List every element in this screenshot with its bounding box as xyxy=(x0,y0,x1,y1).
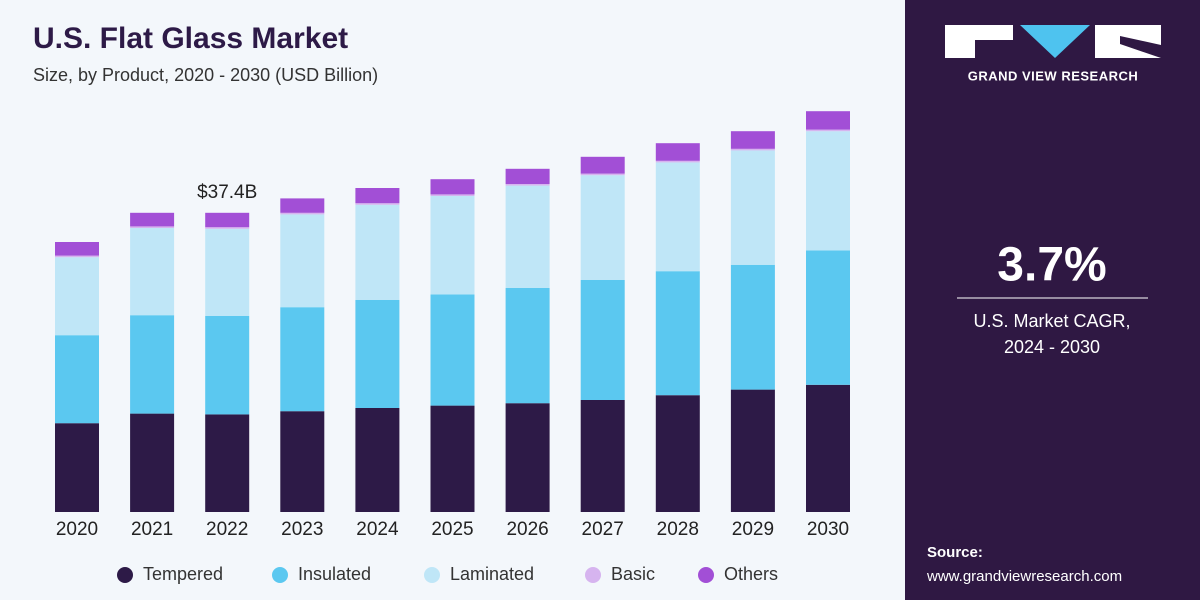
bar-segment xyxy=(580,400,625,512)
bar-segment xyxy=(730,264,775,390)
bar-segment xyxy=(730,148,775,151)
legend-label: Others xyxy=(724,564,778,584)
bar-segment xyxy=(505,288,550,404)
bar-segment xyxy=(655,395,700,512)
bar-segment xyxy=(730,389,775,512)
x-tick-label: 2027 xyxy=(582,519,624,540)
source-url: www.grandviewresearch.com xyxy=(926,568,1122,585)
bar-segment xyxy=(655,271,700,396)
chart-title: U.S. Flat Glass Market xyxy=(33,22,348,55)
x-tick-label: 2022 xyxy=(206,519,248,540)
bar-segment xyxy=(130,315,175,414)
bar-segment xyxy=(280,411,325,512)
x-tick-label: 2025 xyxy=(431,519,473,540)
legend-marker xyxy=(424,567,440,583)
legend-label: Laminated xyxy=(450,564,534,584)
bar-segment xyxy=(730,131,775,149)
side-panel xyxy=(905,0,1200,600)
bar-segment xyxy=(280,307,325,412)
legend-marker xyxy=(698,567,714,583)
legend-marker xyxy=(585,567,601,583)
x-tick-label: 2029 xyxy=(732,519,774,540)
bar-segment xyxy=(580,156,625,174)
bar-segment xyxy=(430,179,475,195)
bar-segment xyxy=(580,175,625,280)
bar-segment xyxy=(55,257,99,336)
x-tick-label: 2020 xyxy=(56,519,98,540)
bar-segment xyxy=(655,143,700,161)
bar-segment xyxy=(205,316,250,415)
bar-segment xyxy=(205,228,250,316)
logo xyxy=(945,25,1161,58)
bar-segment xyxy=(505,184,550,186)
bar-segment xyxy=(430,294,475,406)
bar-segment xyxy=(55,242,99,256)
bar-segment xyxy=(430,196,475,295)
bar-segment xyxy=(806,131,850,251)
bar-segment xyxy=(505,403,550,512)
bar-segment xyxy=(130,226,175,228)
bar-segment xyxy=(355,203,400,205)
source-label: Source: xyxy=(927,544,983,561)
x-tick-label: 2024 xyxy=(356,519,399,540)
x-tick-label: 2030 xyxy=(807,519,849,540)
bar-segment xyxy=(130,212,175,227)
bar-segment xyxy=(655,160,700,163)
bar-segment xyxy=(355,408,400,512)
bar-segment xyxy=(130,413,175,512)
bar-segment xyxy=(280,212,325,215)
bar-segment xyxy=(430,405,475,512)
legend-marker xyxy=(272,567,288,583)
bar-segment xyxy=(205,414,250,512)
bar-segment xyxy=(55,423,99,512)
bar-segment xyxy=(355,188,400,204)
x-tick-label: 2023 xyxy=(281,519,323,540)
bar-segment xyxy=(55,335,99,424)
legend-marker xyxy=(117,567,133,583)
bar-segment xyxy=(205,227,250,229)
bar-segment xyxy=(430,194,475,196)
chart-subtitle: Size, by Product, 2020 - 2030 (USD Billi… xyxy=(33,65,378,85)
bar-segment xyxy=(55,255,99,258)
bar-segment xyxy=(806,384,850,512)
x-tick-label: 2026 xyxy=(506,519,548,540)
brand: GRAND VIEW RESEARCH xyxy=(968,68,1139,83)
cagr-value: 3.7% xyxy=(997,239,1106,292)
legend-label: Insulated xyxy=(298,564,371,584)
bar-segment xyxy=(806,111,850,130)
bar-segment xyxy=(580,173,625,176)
bar-segment xyxy=(505,185,550,288)
bar-segment xyxy=(655,162,700,272)
x-tick-label: 2028 xyxy=(657,519,699,540)
bar-segment xyxy=(806,250,850,385)
bar-segment xyxy=(806,129,850,132)
cagr-period: 2024 - 2030 xyxy=(1004,337,1100,357)
bar-segment xyxy=(355,204,400,300)
legend-label: Tempered xyxy=(143,564,223,584)
bar-segment xyxy=(130,228,175,316)
legend-label: Basic xyxy=(611,564,655,584)
bar-segment xyxy=(205,212,250,228)
bar-segment xyxy=(280,198,325,213)
bar-segment xyxy=(280,214,325,308)
bar-segment xyxy=(505,168,550,184)
bar-segment xyxy=(355,300,400,408)
x-tick-label: 2021 xyxy=(131,519,173,540)
cagr-label: U.S. Market CAGR, xyxy=(973,311,1130,331)
bar-segment xyxy=(580,280,625,400)
annotation: $37.4B xyxy=(197,182,257,203)
bar-segment xyxy=(730,150,775,265)
